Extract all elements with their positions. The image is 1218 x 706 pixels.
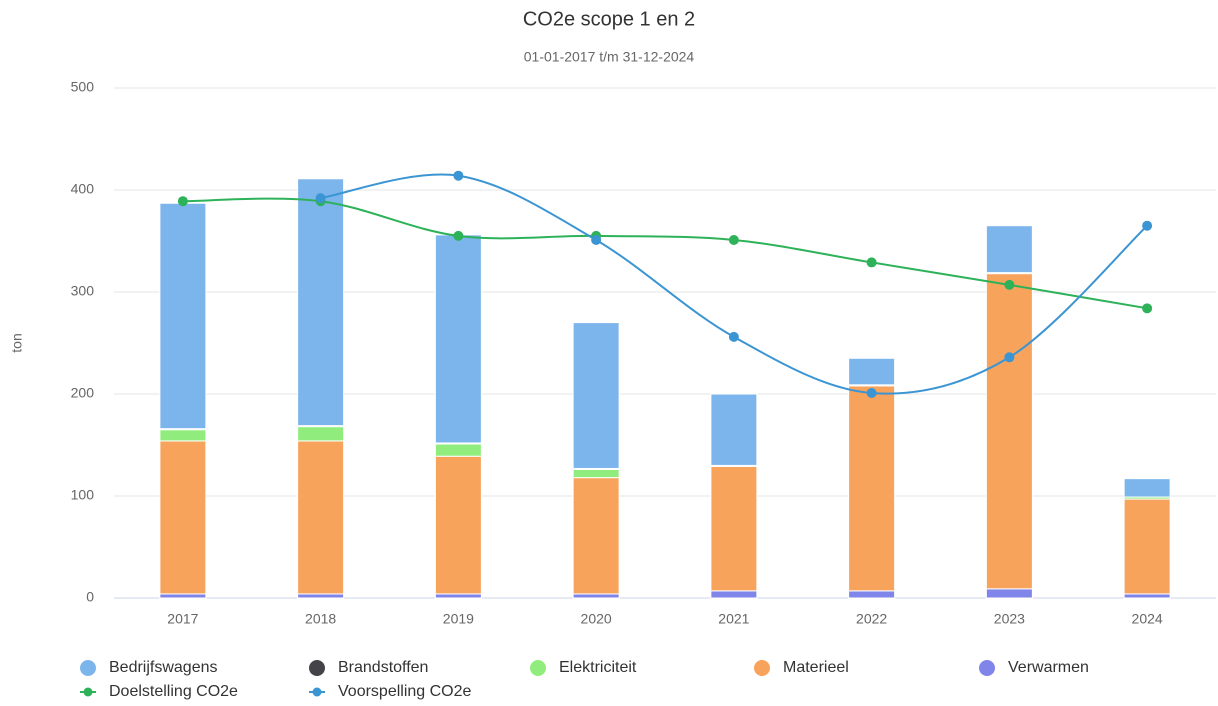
bar <box>1123 498 1171 595</box>
bar <box>297 178 345 427</box>
line-point <box>453 170 464 181</box>
line-point <box>591 234 602 245</box>
bar <box>848 385 896 592</box>
line-point <box>1004 352 1015 363</box>
legend-label: Doelstelling CO2e <box>109 683 238 700</box>
chart-subtitle: 01-01-2017 t/m 31-12-2024 <box>524 49 695 65</box>
chart-title: CO2e scope 1 en 2 <box>523 8 695 30</box>
x-tick-label: 2020 <box>581 611 612 627</box>
legend-marker <box>530 660 546 676</box>
bar <box>572 322 620 469</box>
bar <box>297 440 345 595</box>
y-axis-label: ton <box>9 333 25 352</box>
bar <box>159 429 207 442</box>
line-point <box>1142 220 1153 231</box>
legend-label: Bedrijfswagens <box>109 659 218 676</box>
bar <box>297 593 345 599</box>
y-tick-label: 200 <box>71 385 95 401</box>
legend-marker <box>309 660 325 676</box>
legend-label: Voorspelling CO2e <box>338 683 472 700</box>
bar <box>848 590 896 599</box>
legend-label: Brandstoffen <box>338 659 428 676</box>
line-point <box>728 234 739 245</box>
x-tick-label: 2018 <box>305 611 336 627</box>
line-point <box>453 230 464 241</box>
bar <box>434 455 482 595</box>
bar <box>710 465 758 592</box>
bar <box>159 202 207 430</box>
bar <box>710 590 758 599</box>
legend-label: Materieel <box>783 659 849 676</box>
y-tick-label: 100 <box>71 487 95 503</box>
line-point <box>177 196 188 207</box>
line-point <box>315 193 326 204</box>
x-tick-label: 2017 <box>167 611 198 627</box>
line-point <box>1142 303 1153 314</box>
bar <box>572 593 620 599</box>
y-tick-label: 400 <box>71 181 95 197</box>
line-point <box>1004 279 1015 290</box>
y-tick-label: 300 <box>71 283 95 299</box>
bar <box>159 440 207 595</box>
x-tick-label: 2019 <box>443 611 474 627</box>
y-tick-label: 500 <box>71 79 95 95</box>
bar <box>985 273 1033 590</box>
bar <box>572 468 620 479</box>
legend-marker <box>754 660 770 676</box>
legend-marker <box>979 660 995 676</box>
bar <box>434 443 482 457</box>
legend-marker <box>312 687 322 697</box>
bar <box>848 357 896 386</box>
bar <box>985 588 1033 599</box>
bar <box>1123 593 1171 599</box>
x-tick-label: 2021 <box>718 611 749 627</box>
line-point <box>866 257 877 268</box>
legend-label: Verwarmen <box>1008 659 1089 676</box>
bar <box>572 477 620 595</box>
legend-label: Elektriciteit <box>559 659 637 676</box>
bar <box>1123 478 1171 498</box>
bar <box>434 234 482 444</box>
bar <box>710 393 758 466</box>
line <box>182 197 1148 310</box>
x-tick-label: 2024 <box>1132 611 1163 627</box>
legend-marker <box>83 687 93 697</box>
legend-marker <box>80 660 96 676</box>
y-tick-label: 0 <box>86 589 94 605</box>
line-point <box>728 331 739 342</box>
bar <box>159 593 207 599</box>
bar <box>985 225 1033 274</box>
bar <box>434 593 482 599</box>
x-tick-label: 2022 <box>856 611 887 627</box>
bar <box>297 426 345 442</box>
x-tick-label: 2023 <box>994 611 1025 627</box>
line-point <box>866 387 877 398</box>
